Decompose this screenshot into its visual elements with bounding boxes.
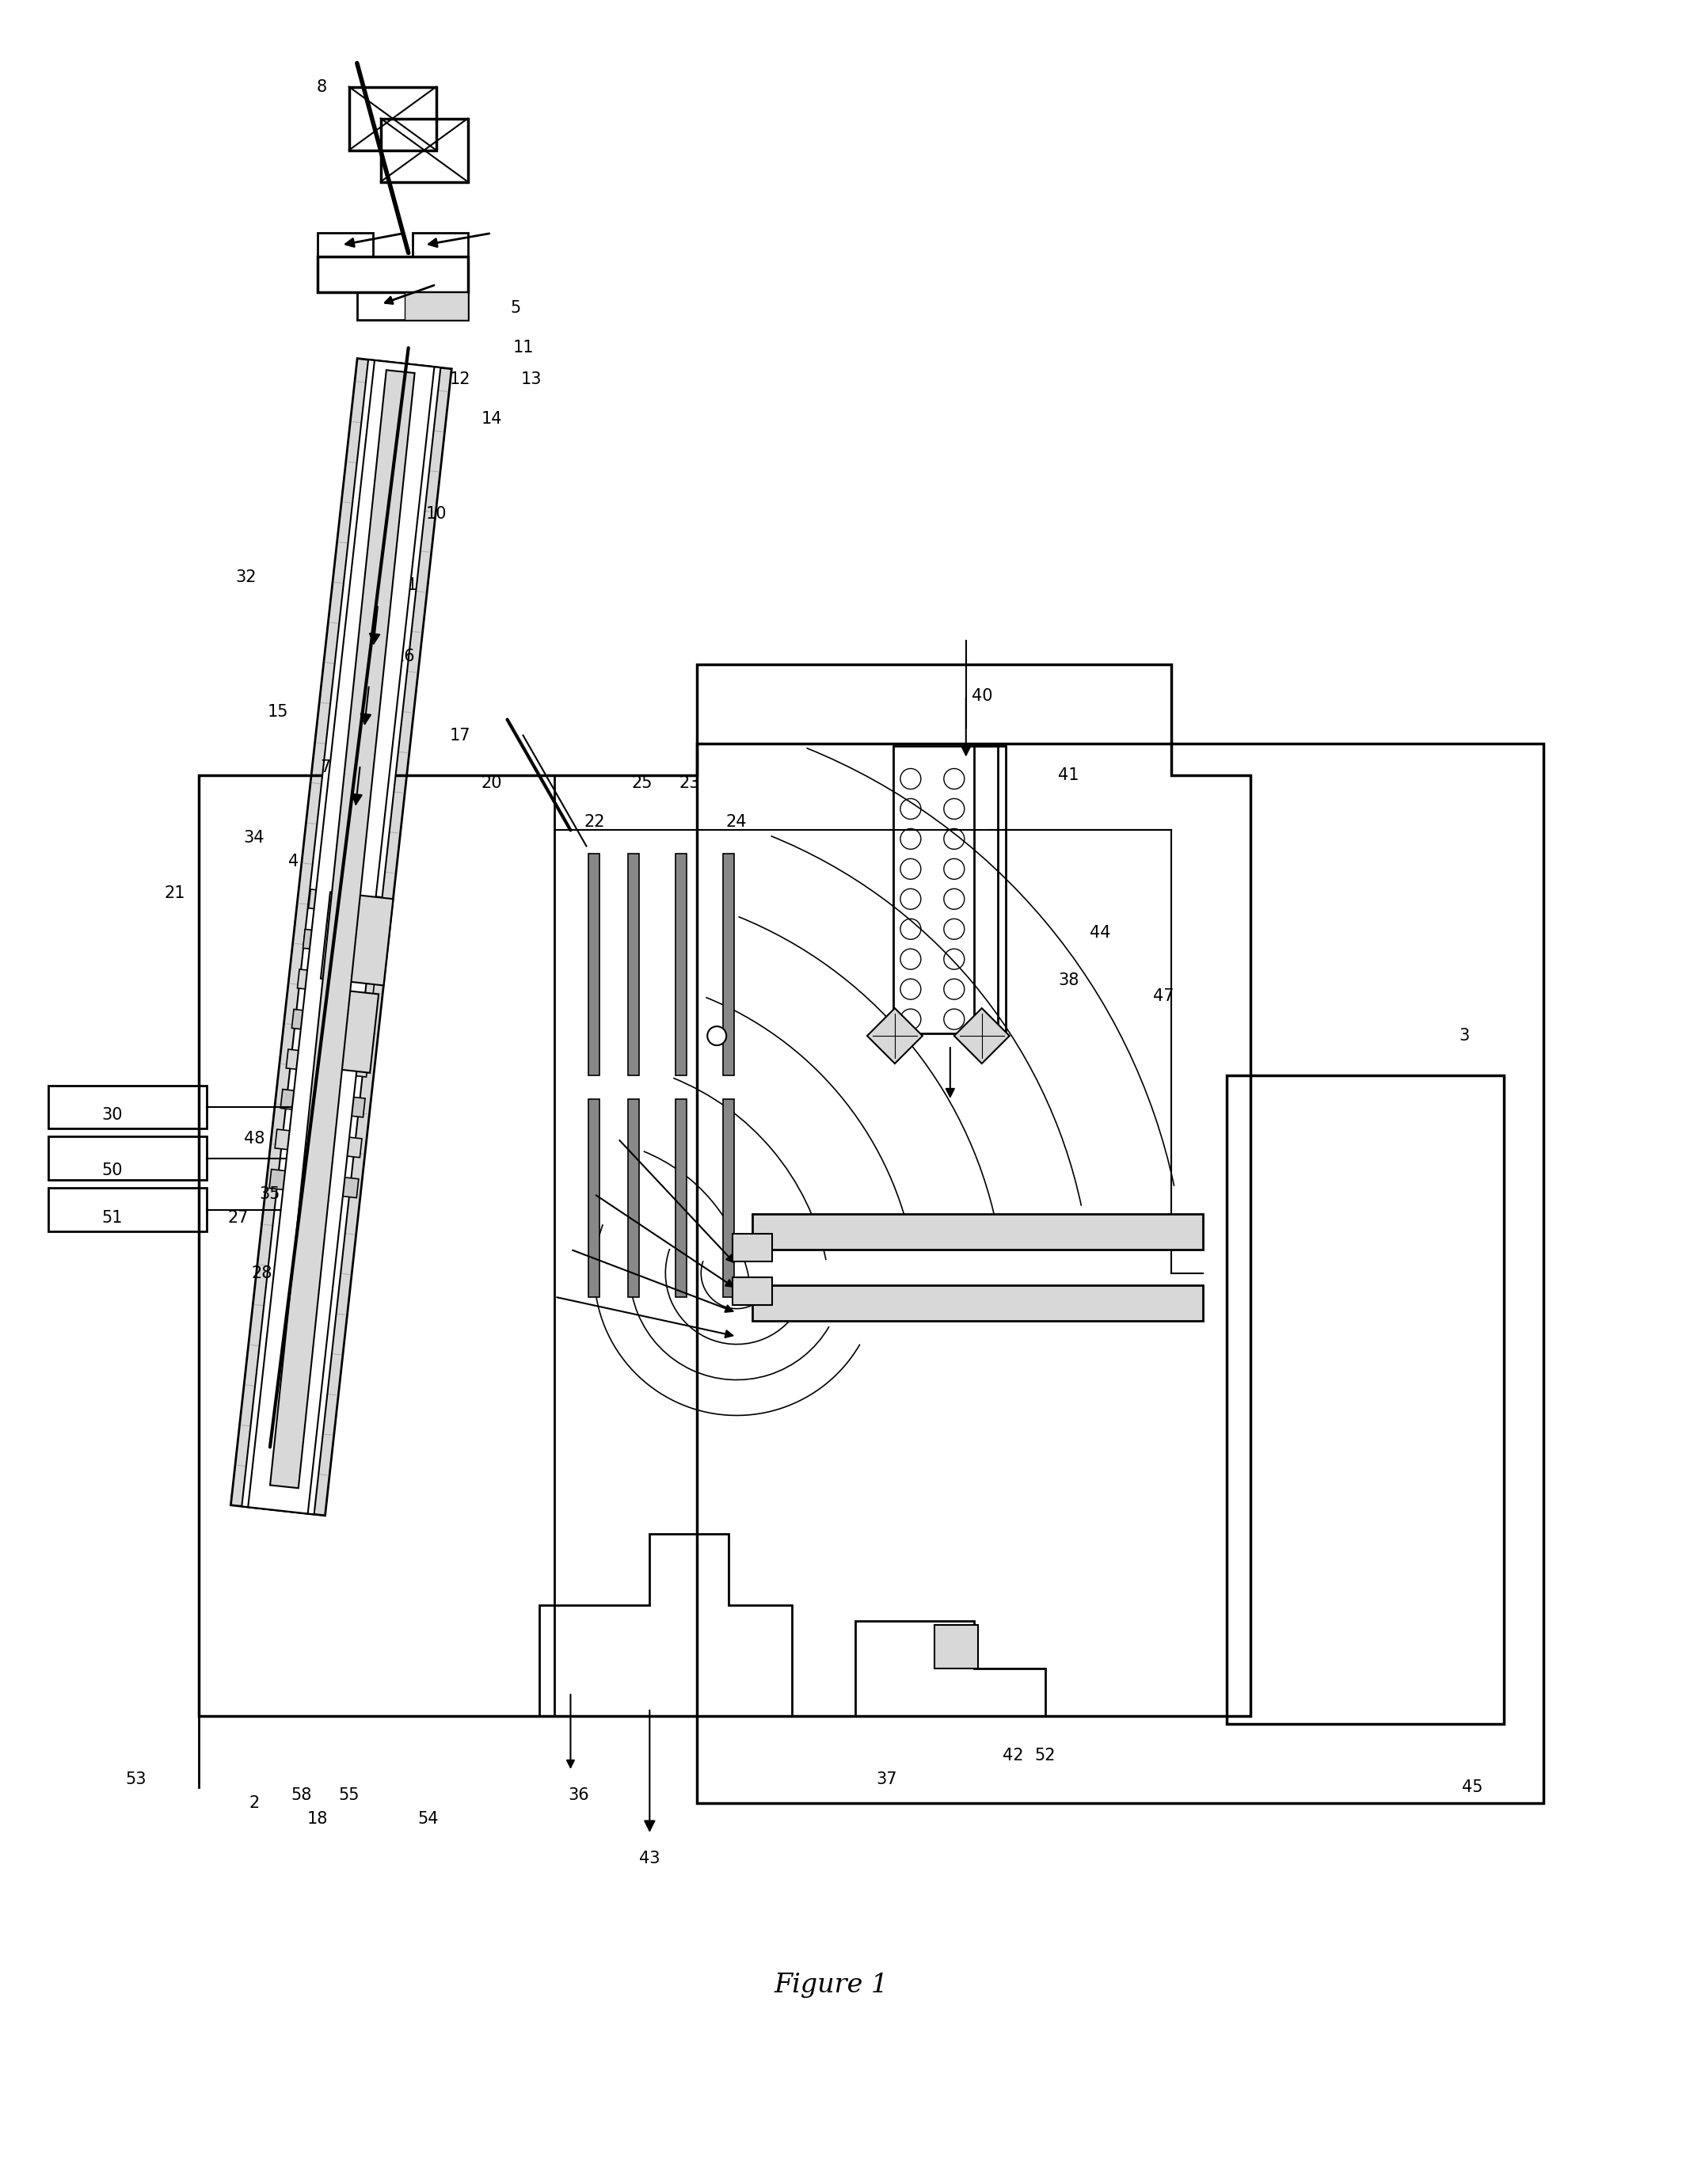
Text: 16: 16 xyxy=(395,649,415,664)
Bar xyxy=(49,1188,207,1232)
Text: 53: 53 xyxy=(125,1771,147,1787)
Bar xyxy=(934,1625,978,1669)
Text: 21: 21 xyxy=(165,885,185,902)
Text: 44: 44 xyxy=(1089,926,1111,941)
Text: 14: 14 xyxy=(481,411,502,426)
Polygon shape xyxy=(270,1168,359,1197)
Circle shape xyxy=(708,1026,727,1046)
Bar xyxy=(723,854,733,1075)
Text: 27: 27 xyxy=(228,1210,250,1225)
Polygon shape xyxy=(280,1090,366,1118)
Bar xyxy=(676,854,686,1075)
Text: 12: 12 xyxy=(450,371,470,387)
Text: 24: 24 xyxy=(727,815,747,830)
Bar xyxy=(723,1099,733,1297)
Text: 43: 43 xyxy=(639,1850,661,1867)
Bar xyxy=(752,1284,1204,1321)
Text: 47: 47 xyxy=(1153,989,1173,1005)
Text: 25: 25 xyxy=(631,775,652,791)
Bar xyxy=(629,854,639,1075)
Polygon shape xyxy=(309,889,381,915)
Text: 30: 30 xyxy=(101,1107,123,1123)
Text: 35: 35 xyxy=(260,1186,280,1201)
Text: 40: 40 xyxy=(971,688,993,703)
Text: 41: 41 xyxy=(1059,767,1079,782)
Text: 11: 11 xyxy=(513,341,533,356)
Text: 2: 2 xyxy=(250,1795,260,1811)
Bar xyxy=(49,1136,207,1179)
Text: 4: 4 xyxy=(288,854,298,869)
Bar xyxy=(49,1085,207,1129)
Bar xyxy=(588,854,600,1075)
Polygon shape xyxy=(954,1009,1010,1064)
Polygon shape xyxy=(867,1009,922,1064)
Polygon shape xyxy=(292,1009,371,1037)
Text: 48: 48 xyxy=(244,1131,265,1147)
Text: 32: 32 xyxy=(236,570,256,585)
Bar xyxy=(894,745,998,1033)
Text: 54: 54 xyxy=(418,1811,438,1826)
Text: 50: 50 xyxy=(101,1162,123,1177)
Text: 37: 37 xyxy=(877,1771,897,1787)
Text: 1: 1 xyxy=(406,577,418,594)
Text: 15: 15 xyxy=(268,703,288,719)
Bar xyxy=(629,1099,639,1297)
Text: 42: 42 xyxy=(1003,1747,1023,1762)
Text: 5: 5 xyxy=(509,301,521,317)
Bar xyxy=(588,1099,600,1297)
Text: 38: 38 xyxy=(1059,972,1079,989)
Text: 23: 23 xyxy=(679,775,700,791)
Polygon shape xyxy=(287,1048,369,1077)
Text: 28: 28 xyxy=(251,1265,273,1282)
Text: 20: 20 xyxy=(481,775,502,791)
Bar xyxy=(1227,1075,1504,1723)
Polygon shape xyxy=(248,360,435,1514)
Polygon shape xyxy=(275,1129,362,1158)
Text: 45: 45 xyxy=(1462,1780,1482,1795)
Polygon shape xyxy=(270,369,415,1487)
Text: Figure 1: Figure 1 xyxy=(774,1972,889,1998)
Text: 52: 52 xyxy=(1035,1747,1055,1762)
Text: 10: 10 xyxy=(425,507,447,522)
Bar xyxy=(733,1234,772,1260)
Text: 36: 36 xyxy=(568,1787,588,1804)
Polygon shape xyxy=(320,891,393,985)
Bar xyxy=(975,745,1005,1033)
Polygon shape xyxy=(241,360,440,1514)
Bar xyxy=(676,1099,686,1297)
Text: 22: 22 xyxy=(583,815,605,830)
Text: 55: 55 xyxy=(339,1787,359,1804)
Text: 51: 51 xyxy=(101,1210,123,1225)
Polygon shape xyxy=(315,987,379,1072)
Text: 17: 17 xyxy=(450,727,470,743)
Bar xyxy=(752,1214,1204,1249)
Text: 58: 58 xyxy=(292,1787,312,1804)
Text: 3: 3 xyxy=(1458,1029,1470,1044)
Text: 18: 18 xyxy=(307,1811,327,1826)
Text: 34: 34 xyxy=(244,830,265,845)
Bar xyxy=(733,1278,772,1304)
Text: 13: 13 xyxy=(521,371,541,387)
Text: 8: 8 xyxy=(317,79,327,94)
Polygon shape xyxy=(297,970,374,996)
Polygon shape xyxy=(231,358,452,1516)
Text: 7: 7 xyxy=(320,760,330,775)
Polygon shape xyxy=(303,928,378,957)
Polygon shape xyxy=(405,293,467,321)
